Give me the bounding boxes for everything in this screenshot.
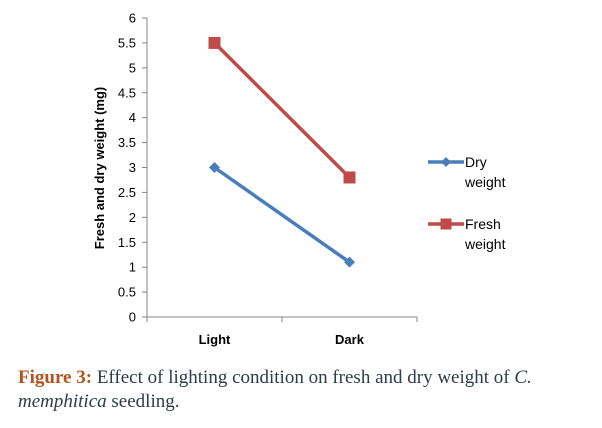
data-point	[208, 36, 221, 49]
axes	[142, 17, 418, 322]
caption-text: Effect of lighting condition on fresh an…	[92, 367, 515, 388]
x-category-label: Dark	[335, 332, 365, 347]
legend-label: weight	[464, 236, 506, 252]
y-tick-label: 4.5	[118, 85, 136, 100]
y-tick-label: 1.5	[118, 235, 136, 250]
y-tick-label: 3.5	[118, 135, 136, 150]
y-tick-label: 3	[129, 160, 136, 175]
legend-marker	[440, 218, 452, 230]
y-axis-label: Fresh and dry weight (mg)	[92, 87, 107, 250]
caption-species: C. memphitica	[18, 367, 532, 412]
series-fresh-weight	[208, 36, 356, 184]
legend-label: Dry	[465, 154, 487, 170]
y-tick-label: 6	[129, 11, 136, 26]
y-tick-label: 5	[129, 60, 136, 75]
y-tick-labels: 0 0.5 1 1.5 2 2.5 3 3.5 4 4.5 5 5.5 6	[118, 11, 136, 325]
line-chart: Fresh and dry weight (mg) 0 0.5 1 1.5 2 2.5 3 3…	[92, 11, 506, 348]
x-category-labels: Light Dark	[199, 332, 365, 347]
x-category-label: Light	[199, 332, 231, 347]
figure-caption: Figure 3: Effect of lighting condition o…	[18, 366, 588, 414]
legend-label: Fresh	[465, 216, 501, 232]
data-point	[344, 256, 355, 268]
series-group	[208, 36, 356, 268]
y-tick-label: 2	[129, 210, 136, 225]
series-line	[213, 41, 351, 179]
data-point	[209, 162, 220, 173]
series-line	[213, 166, 351, 264]
legend-item: Fresh weight	[428, 216, 506, 252]
y-tick-label: 0.5	[118, 285, 136, 300]
y-tick-label: 0	[129, 310, 136, 325]
legend: Dry weight Fresh weight	[428, 154, 506, 252]
legend-item: Dry weight	[428, 154, 506, 190]
legend-label: weight	[464, 174, 506, 190]
data-point	[343, 171, 356, 184]
y-tick-label: 2.5	[118, 185, 136, 200]
series-dry-weight	[209, 162, 355, 268]
y-tick-label: 4	[129, 110, 136, 125]
y-tick-label: 5.5	[118, 35, 136, 50]
caption-suffix: seedling.	[106, 391, 180, 412]
caption-label: Figure 3:	[18, 367, 93, 388]
legend-marker	[441, 157, 451, 167]
y-tick-label: 1	[129, 260, 136, 275]
